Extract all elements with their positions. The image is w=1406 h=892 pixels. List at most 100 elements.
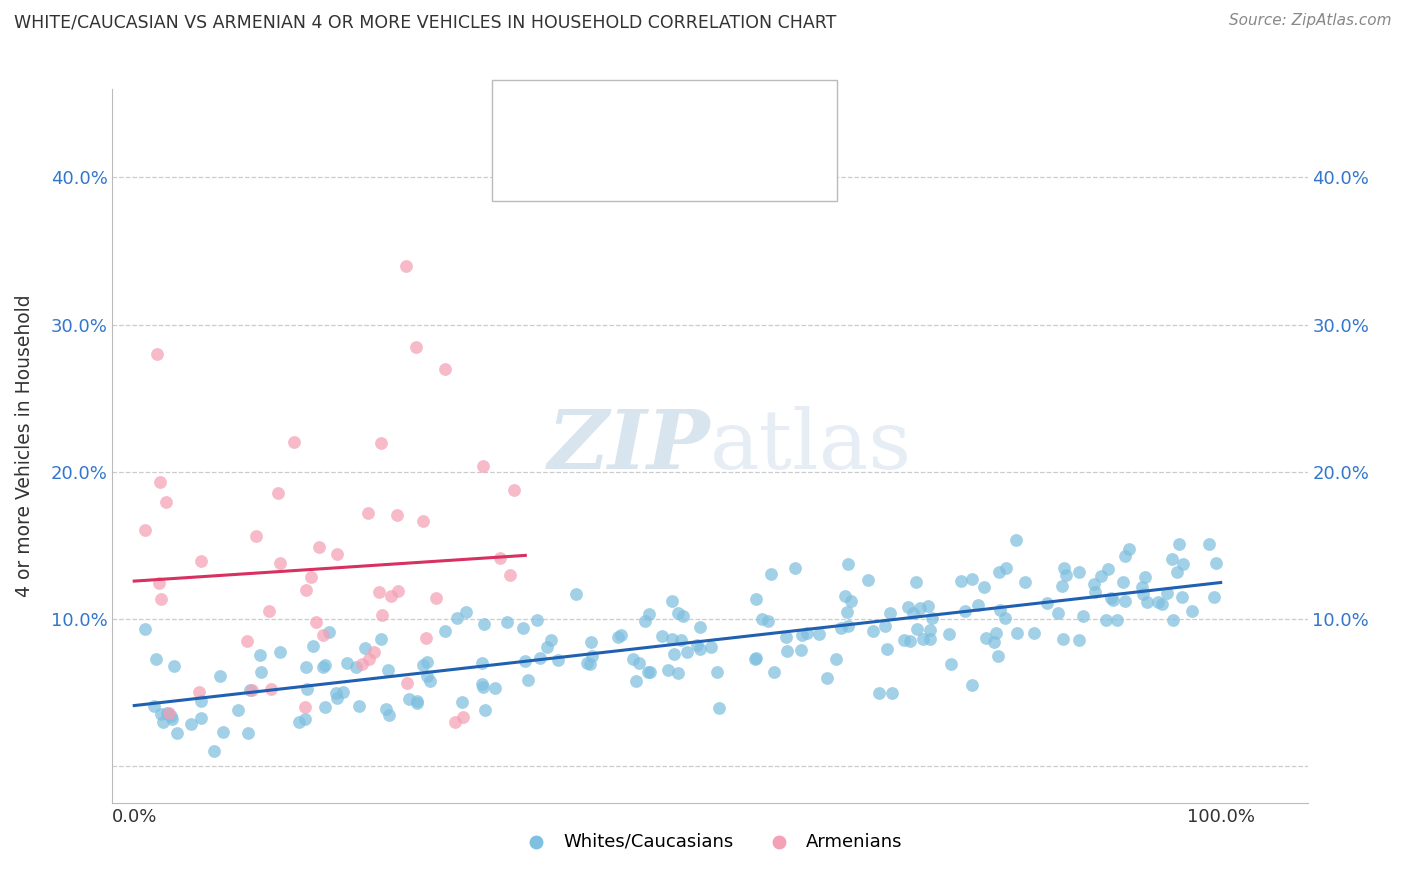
Point — [357, 652, 380, 666]
Point — [1181, 604, 1204, 618]
Point — [434, 361, 457, 376]
Point — [1036, 596, 1059, 610]
Point — [474, 703, 496, 717]
Point — [808, 627, 831, 641]
Point — [1014, 574, 1036, 589]
Point — [326, 547, 349, 561]
Point — [661, 632, 683, 646]
Point — [398, 692, 420, 706]
Point — [672, 608, 695, 623]
Point — [1150, 597, 1173, 611]
Point — [370, 435, 392, 450]
Point — [1046, 606, 1069, 620]
Point — [160, 712, 183, 726]
Text: Source: ZipAtlas.com: Source: ZipAtlas.com — [1229, 13, 1392, 29]
Point — [378, 708, 401, 723]
Point — [166, 726, 188, 740]
Point — [318, 625, 340, 640]
Point — [1056, 567, 1078, 582]
Point — [607, 630, 630, 644]
Point — [967, 599, 990, 613]
Point — [579, 634, 602, 648]
Point — [834, 590, 856, 604]
Point — [897, 600, 920, 615]
Point — [418, 674, 440, 689]
Point — [706, 665, 728, 679]
Legend: Whites/Caucasians, Armenians: Whites/Caucasians, Armenians — [510, 826, 910, 858]
Point — [1102, 593, 1125, 607]
Point — [187, 684, 209, 698]
Point — [783, 561, 806, 575]
Point — [837, 619, 859, 633]
Point — [576, 656, 599, 670]
Point — [157, 706, 180, 721]
Point — [1022, 625, 1045, 640]
Point — [1118, 542, 1140, 557]
Point — [792, 628, 814, 642]
Point — [1161, 613, 1184, 627]
Point — [825, 652, 848, 666]
Point — [239, 683, 262, 698]
Point — [983, 634, 1005, 648]
Point — [163, 658, 186, 673]
Point — [744, 591, 766, 606]
Point — [789, 643, 811, 657]
Point — [471, 676, 494, 690]
Point — [495, 615, 517, 629]
Point — [416, 655, 439, 669]
Point — [974, 632, 997, 646]
Point — [415, 631, 437, 645]
Point — [405, 696, 427, 710]
Point — [905, 622, 928, 636]
Point — [269, 645, 291, 659]
Point — [666, 606, 689, 620]
Point — [149, 475, 172, 490]
Point — [1132, 586, 1154, 600]
Point — [395, 259, 418, 273]
Point — [354, 641, 377, 656]
Point — [910, 601, 932, 615]
Point — [917, 599, 939, 614]
Point — [837, 557, 859, 571]
Point — [515, 654, 537, 668]
Point — [159, 709, 181, 723]
Point — [489, 551, 512, 566]
Point — [380, 590, 402, 604]
Point — [876, 642, 898, 657]
Point — [661, 594, 683, 608]
Point — [412, 515, 434, 529]
Text: R =: R = — [558, 104, 598, 122]
Point — [1071, 608, 1094, 623]
Point — [1050, 579, 1073, 593]
Point — [949, 574, 972, 588]
Point — [260, 681, 283, 696]
Point — [676, 644, 699, 658]
Point — [1166, 566, 1188, 580]
Point — [540, 632, 562, 647]
Point — [686, 638, 709, 652]
Point — [1094, 613, 1116, 627]
Point — [512, 622, 534, 636]
Point — [938, 627, 960, 641]
Point — [763, 665, 786, 679]
Point — [988, 602, 1011, 616]
Point — [474, 616, 496, 631]
Point — [344, 660, 367, 674]
Point — [960, 572, 983, 586]
Point — [238, 725, 260, 739]
Point — [689, 641, 711, 656]
Point — [893, 632, 915, 647]
Point — [1161, 552, 1184, 566]
Point — [471, 680, 494, 694]
Point — [134, 524, 156, 538]
Point — [471, 459, 494, 474]
Point — [1052, 632, 1074, 646]
Point — [416, 669, 439, 683]
Point — [744, 652, 766, 666]
Point — [357, 506, 380, 520]
Point — [332, 684, 354, 698]
Point — [249, 665, 271, 679]
Text: 198: 198 — [713, 104, 747, 122]
Point — [536, 640, 558, 655]
Point — [308, 541, 330, 555]
